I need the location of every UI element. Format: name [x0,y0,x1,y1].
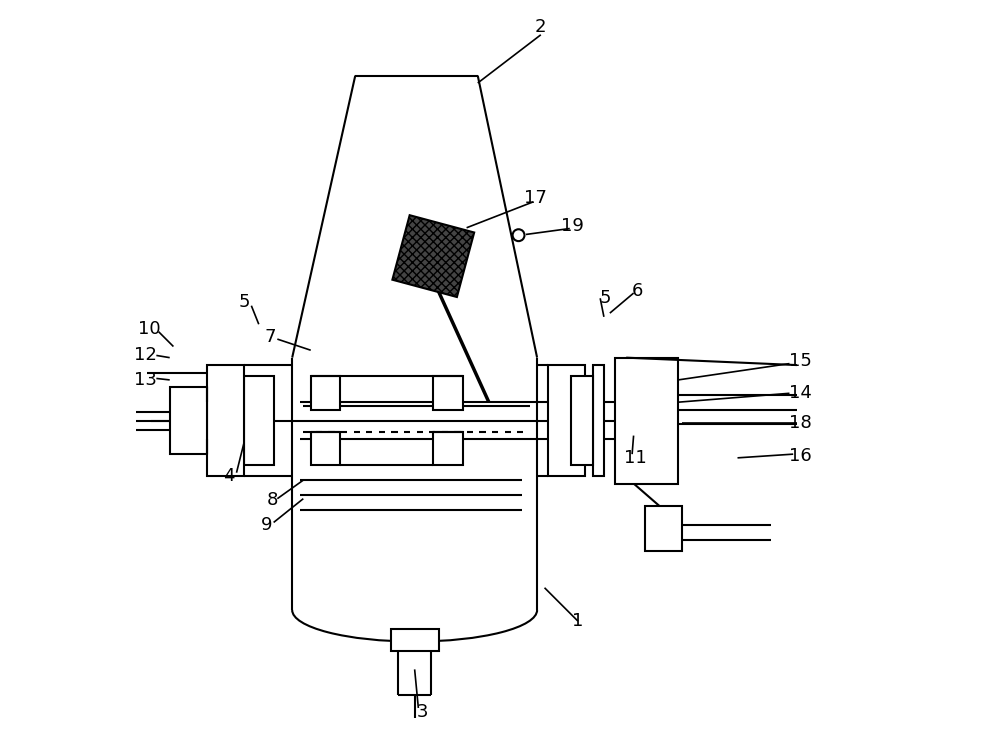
Text: 15: 15 [789,352,812,370]
Bar [207,365,244,476]
Bar [391,629,439,651]
Bar [645,506,682,551]
Text: 17: 17 [524,189,547,207]
Text: 3: 3 [416,703,428,721]
Text: 5: 5 [600,289,611,307]
Text: 13: 13 [134,371,157,389]
Bar [433,376,463,410]
Text: 11: 11 [624,448,647,467]
Bar [548,365,585,476]
Text: 14: 14 [789,384,812,402]
Text: 1: 1 [572,612,584,630]
Bar [244,376,274,466]
Bar [311,432,340,466]
Bar [170,387,207,454]
Bar [311,376,340,410]
Text: 2: 2 [535,19,547,37]
Bar [392,215,474,297]
Bar [571,376,593,466]
Bar [593,365,604,476]
Text: 4: 4 [223,467,235,486]
Bar [433,432,463,466]
Text: 18: 18 [789,414,812,432]
Text: 5: 5 [238,293,250,311]
Text: 10: 10 [138,320,160,338]
Text: 12: 12 [134,346,157,364]
Text: 7: 7 [264,328,276,346]
Text: 16: 16 [789,447,812,466]
Text: 8: 8 [266,491,278,509]
Text: 6: 6 [632,282,643,299]
Text: 9: 9 [260,516,272,533]
Bar [615,358,678,484]
Text: 19: 19 [561,218,584,235]
